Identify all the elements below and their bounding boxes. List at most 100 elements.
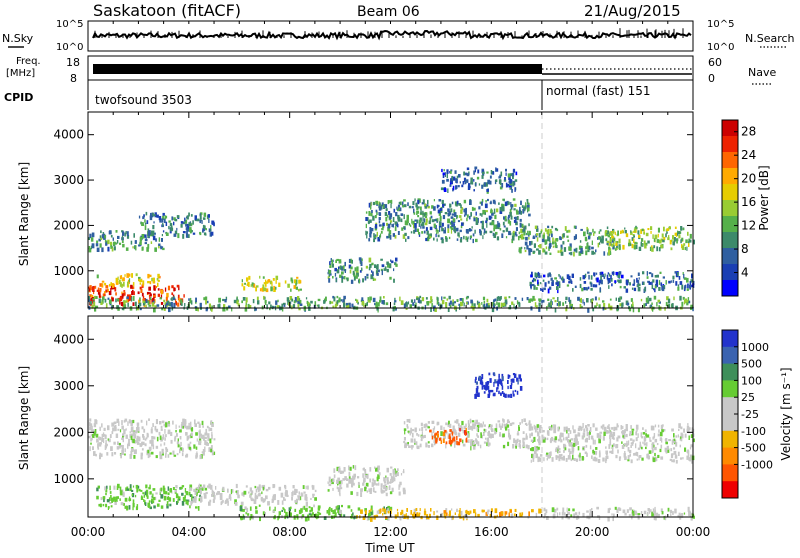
scatter-cell [603,303,606,308]
scatter-cell [483,441,487,444]
scatter-cell [414,227,417,232]
scatter-cell [482,296,486,301]
scatter-cell [630,442,632,445]
scatter-cell [125,300,128,303]
scatter-cell [632,513,635,516]
scatter-cell [420,515,423,520]
scatter-cell [424,206,427,209]
scatter-cell [475,217,478,222]
scatter-cell [372,277,375,281]
scatter-cell [584,438,587,443]
scatter-cell [263,286,265,292]
scatter-cell [355,274,358,279]
scatter-cell [252,299,255,304]
scatter-cell [406,508,408,512]
scatter-cell [477,513,480,518]
scatter-cell [173,302,176,308]
scatter-cell [512,444,515,449]
scatter-cell [138,278,140,282]
scatter-cell [651,284,654,290]
scatter-cell [689,233,692,239]
scatter-cell [434,307,437,312]
scatter-cell [658,287,661,291]
scatter-cell [541,287,544,292]
scatter-cell [651,273,654,278]
scatter-cell [118,442,121,446]
scatter-cell [474,229,476,234]
scatter-cell [164,287,167,292]
scatter-cell [423,213,426,217]
scatter-cell [387,263,390,268]
scatter-cell [491,212,494,216]
scatter-cell [563,443,566,449]
noise-tick-right-bottom: 10^0 [707,42,734,53]
scatter-cell [603,431,606,436]
scatter-cell [691,427,693,432]
scatter-cell [530,448,533,451]
scatter-cell [596,433,600,438]
scatter-cell [609,238,612,242]
scatter-cell [521,205,524,208]
scatter-cell [592,228,594,233]
scatter-cell [466,433,469,438]
scatter-cell [567,439,569,443]
scatter-cell [540,229,543,232]
scatter-cell [419,428,421,431]
scatter-cell [525,433,528,439]
scatter-cell [163,307,166,311]
scatter-cell [584,236,587,241]
scatter-cell [368,266,371,271]
scatter-cell [575,458,578,462]
scatter-cell [111,431,114,435]
scatter-cell [531,271,533,275]
scatter-cell [364,508,367,511]
scatter-cell [687,299,689,303]
scatter-cell [291,279,294,284]
scatter-cell [459,181,461,184]
scatter-cell [126,488,129,491]
scatter-cell [277,299,279,303]
scatter-cell [478,206,481,210]
scatter-cell [512,175,514,180]
scatter-cell [673,296,675,301]
scatter-cell [204,440,207,445]
scatter-cell [458,511,461,516]
velocity-colorbar-swatch [722,447,738,465]
scatter-cell [573,429,576,434]
scatter-cell [579,283,582,289]
scatter-cell [407,430,410,433]
scatter-cell [363,302,365,307]
scatter-cell [481,220,484,226]
scatter-cell [247,303,250,309]
scatter-cell [345,302,349,306]
scatter-cell [653,444,655,448]
scatter-cell [597,242,600,248]
scatter-cell [520,236,524,240]
scatter-cell [570,438,574,441]
scatter-cell [391,487,394,492]
scatter-cell [667,237,670,241]
scatter-cell [392,477,395,481]
scatter-cell [451,508,453,511]
scatter-cell [446,169,449,174]
scatter-cell [182,231,186,234]
scatter-cell [151,440,154,445]
scatter-cell [637,433,639,438]
scatter-cell [643,282,645,285]
scatter-cell [619,285,622,289]
scatter-cell [587,424,590,427]
scatter-cell [559,434,562,440]
scatter-cell [584,451,587,455]
scatter-cell [289,506,292,510]
scatter-cell [481,424,484,428]
scatter-cell [585,246,588,250]
scatter-cell [121,437,124,440]
scatter-cell [262,499,266,503]
scatter-cell [154,425,157,431]
scatter-cell [169,452,172,455]
scatter-cell [494,214,497,220]
scatter-cell [528,250,531,256]
scatter-cell [407,442,409,445]
scatter-cell [517,430,519,435]
scatter-cell [609,298,612,301]
